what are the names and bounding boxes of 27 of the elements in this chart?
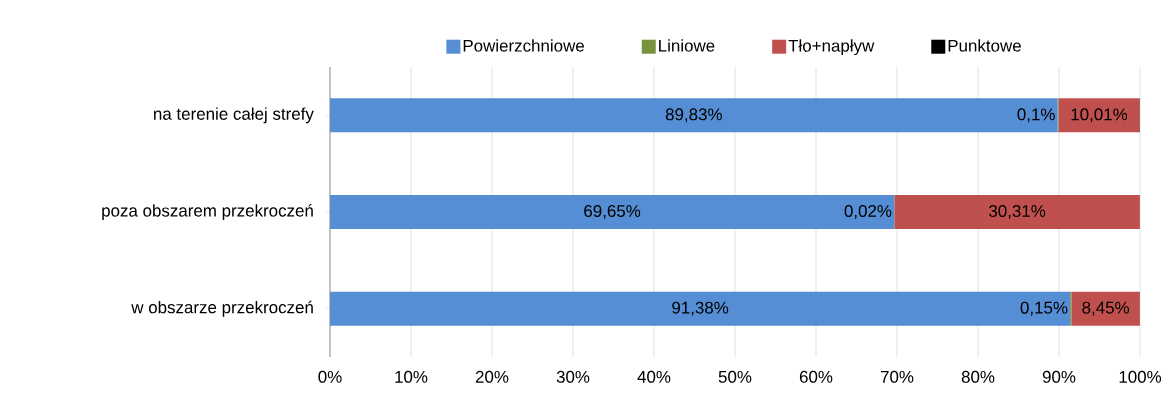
data-label: 30,31% <box>989 205 1046 219</box>
data-label: 91,38% <box>672 301 729 316</box>
data-label: 0,02% <box>844 205 892 219</box>
x-tick-label: 80% <box>961 370 995 383</box>
legend-label: Liniowe <box>659 39 715 52</box>
x-tick-label: 30% <box>556 370 590 383</box>
data-label: 69,65% <box>584 205 641 219</box>
data-label: 0,1% <box>1017 108 1055 123</box>
data-label: 8,45% <box>1082 301 1130 316</box>
legend-label: Tło+napływ <box>788 39 875 56</box>
data-label: 89,83% <box>665 108 722 123</box>
data-label: 0,15% <box>1020 301 1068 316</box>
x-tick-label: 0% <box>318 370 342 383</box>
x-tick-label: 100% <box>1119 370 1162 383</box>
y-tick-label: na terenie całej strefy <box>154 107 314 124</box>
y-tick-label: poza obszarem przekroczeń <box>102 204 313 220</box>
x-tick-label: 40% <box>637 370 671 383</box>
x-tick-label: 70% <box>880 370 914 383</box>
x-tick-label: 20% <box>475 370 509 383</box>
legend-label: Punktowe <box>948 39 1021 52</box>
x-tick-label: 50% <box>718 370 752 383</box>
legend-label: Powierzchniowe <box>463 39 584 52</box>
y-tick-label: w obszarze przekroczeń <box>131 300 313 317</box>
x-tick-label: 60% <box>799 370 833 383</box>
x-tick-label: 10% <box>395 370 428 383</box>
x-tick-label: 90% <box>1042 370 1076 383</box>
data-label: 10,01% <box>1071 108 1128 123</box>
